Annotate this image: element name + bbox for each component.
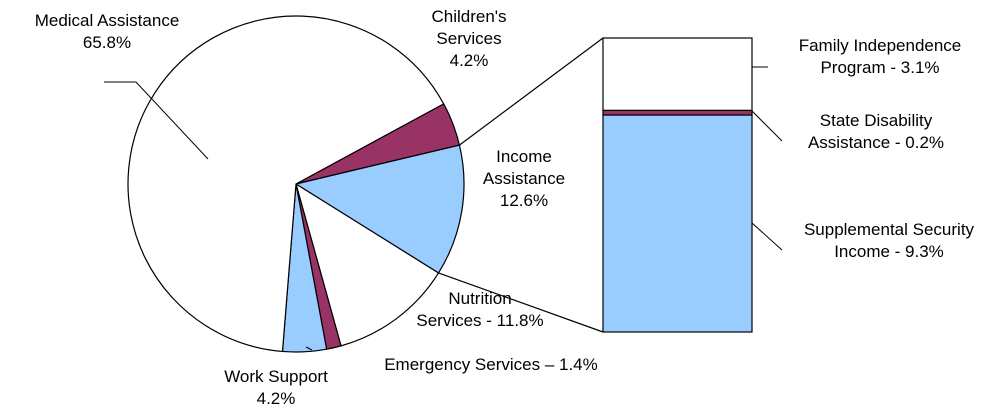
leader-line xyxy=(751,110,783,142)
label-supplemental-security-income: Supplemental Security Income - 9.3% xyxy=(804,220,975,261)
leader-line xyxy=(305,346,313,351)
label-emergency-services: Emergency Services – 1.4% xyxy=(384,355,598,374)
label-nutrition-services: Nutrition Services - 11.8% xyxy=(416,289,543,330)
leader-line xyxy=(104,81,209,160)
connector-line-top xyxy=(459,37,604,146)
label-state-disability-assistance: State Disability Assistance - 0.2% xyxy=(808,111,944,152)
slice-medical-assistance xyxy=(127,15,445,353)
leader-line xyxy=(751,222,783,251)
bar-segment-family-independence-program xyxy=(602,37,753,111)
label-work-support: Work Support 4.2% xyxy=(224,367,328,408)
slice-income-assistance xyxy=(294,144,465,274)
bar-segment-state-disability-assistance xyxy=(602,109,753,116)
label-income-assistance: Income Assistance 12.6% xyxy=(483,147,565,210)
bar-segment-supplemental-security-income xyxy=(602,114,753,333)
label-medical-assistance: Medical Assistance 65.8% xyxy=(35,11,180,52)
slice-nutrition-services xyxy=(295,182,440,347)
data-labels: Children's Services 4.2% Income Assistance 12… xyxy=(35,7,975,408)
label-family-independence-program: Family Independence Program - 3.1% xyxy=(799,36,962,77)
connector-line-bottom xyxy=(438,272,604,333)
breakdown-bar xyxy=(602,37,753,333)
connector-lines xyxy=(438,37,604,333)
pie xyxy=(127,15,465,353)
label-children-s-services: Children's Services 4.2% xyxy=(431,7,506,70)
leader-lines xyxy=(104,66,783,351)
